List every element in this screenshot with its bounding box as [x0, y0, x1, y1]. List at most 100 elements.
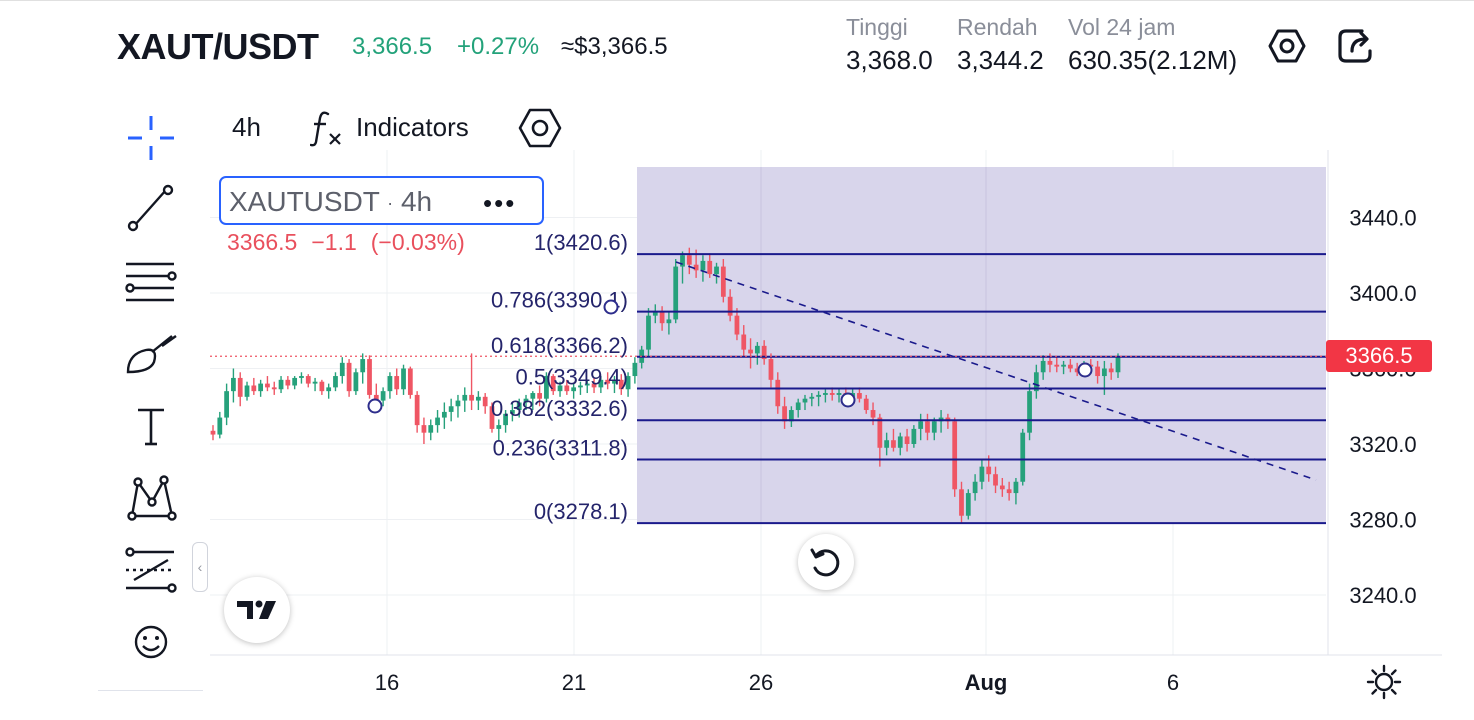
- stat-volume-label: Vol 24 jam: [1068, 14, 1176, 40]
- candle-body: [925, 421, 930, 433]
- candle-body: [809, 396, 815, 399]
- candle-body: [1067, 364, 1073, 369]
- trend-line-icon[interactable]: [124, 184, 178, 232]
- sun-settings-icon[interactable]: [1366, 664, 1402, 700]
- candle-body: [1054, 364, 1060, 367]
- fx-icon[interactable]: [310, 108, 346, 148]
- candle-body: [605, 379, 611, 384]
- legend-change: −1.1: [311, 229, 357, 255]
- candle-body: [353, 372, 359, 392]
- symbol-legend[interactable]: XAUTUSDT · 4h •••: [219, 176, 544, 225]
- candle-body: [1047, 360, 1053, 365]
- candle-body: [734, 315, 740, 335]
- candle-body: [224, 391, 229, 418]
- candle-body: [380, 391, 386, 401]
- share-icon[interactable]: [1336, 27, 1376, 65]
- candle-body: [680, 255, 685, 267]
- candle-body: [754, 345, 760, 354]
- candle-body: [959, 489, 964, 516]
- candle-body: [285, 379, 291, 386]
- candle-body: [720, 266, 726, 297]
- candle-body: [775, 379, 781, 407]
- y-tick-label: 3320.0: [1349, 432, 1416, 457]
- candle-body: [237, 377, 243, 397]
- measure-icon[interactable]: [124, 546, 178, 594]
- price-change-percent: +0.27%: [457, 33, 540, 60]
- candle-body: [387, 376, 393, 392]
- x-tick-label: 6: [1167, 670, 1179, 695]
- stat-high-label: Tinggi: [846, 14, 908, 40]
- candle-body: [748, 349, 753, 354]
- candle-body: [673, 266, 679, 320]
- candle-body: [1027, 391, 1032, 433]
- candle-body: [1095, 366, 1100, 377]
- top-border: [0, 0, 1474, 1]
- emoji-icon[interactable]: [124, 618, 178, 666]
- candle-body: [1074, 368, 1080, 373]
- candle-body: [863, 398, 869, 411]
- stat-volume-value: 630.35(2.12M): [1068, 45, 1238, 75]
- candle-body: [999, 485, 1005, 490]
- candle-body: [516, 402, 522, 411]
- legend-values: 3366.5 −1.1 (−0.03%): [227, 229, 479, 256]
- stat-low-value: 3,344.2: [957, 45, 1044, 75]
- tradingview-logo[interactable]: [224, 577, 290, 643]
- candle-body: [210, 430, 216, 435]
- pattern-icon[interactable]: [124, 474, 178, 522]
- candle-body: [1108, 368, 1114, 373]
- brush-icon[interactable]: [124, 332, 178, 380]
- y-tick-label: 3280.0: [1349, 508, 1416, 533]
- trend-line: [675, 261, 1317, 481]
- candle-body: [421, 425, 427, 433]
- candle-body: [346, 362, 352, 392]
- candle-body: [632, 362, 638, 377]
- candle-body: [339, 362, 345, 377]
- stat-volume: Vol 24 jam 630.35(2.12M): [1068, 14, 1237, 76]
- indicators-button[interactable]: Indicators: [356, 112, 469, 142]
- candle-body: [482, 396, 488, 407]
- last-price: 3,366.5: [352, 33, 433, 60]
- candle-body: [278, 379, 284, 390]
- hexagon-settings-icon[interactable]: [518, 106, 562, 150]
- candle-body: [265, 383, 270, 388]
- x-tick-label: 21: [562, 670, 586, 695]
- candle-body: [455, 400, 461, 407]
- candle-body: [1061, 364, 1066, 367]
- x-tick-label: Aug: [965, 670, 1008, 695]
- legend-symbol-name: XAUTUSDT: [229, 186, 380, 217]
- candle-body: [414, 394, 420, 426]
- candle-body: [510, 410, 515, 414]
- interval-button[interactable]: 4h: [232, 112, 261, 142]
- candle-body: [530, 393, 536, 399]
- candle-body: [401, 368, 406, 390]
- fib-lines-icon[interactable]: [124, 258, 178, 306]
- text-icon[interactable]: [124, 404, 178, 452]
- fib-level-label: 1(3420.6): [534, 230, 628, 255]
- symbol-title[interactable]: XAUT/USDT: [117, 26, 319, 67]
- candle-body: [761, 345, 767, 360]
- collapse-toolbar-button[interactable]: ‹: [192, 542, 208, 592]
- candle-body: [1033, 372, 1039, 392]
- crosshair-icon[interactable]: [124, 114, 178, 162]
- candle-body: [435, 417, 440, 426]
- legend-more-button[interactable]: •••: [483, 188, 517, 218]
- candle-body: [1115, 357, 1121, 373]
- candle-body: [918, 421, 924, 429]
- legend-close: 3366.5: [227, 229, 298, 255]
- settings-hexagon-icon[interactable]: [1268, 27, 1306, 65]
- candle-body: [802, 398, 808, 403]
- fib-level-label: 0.5(3349.4): [515, 365, 628, 390]
- stat-low: Rendah 3,344.2: [957, 14, 1044, 76]
- candle-body: [877, 417, 883, 448]
- reset-chart-icon[interactable]: [798, 534, 854, 590]
- candle-body: [537, 393, 542, 399]
- candle-body: [333, 376, 338, 388]
- candle-body: [475, 396, 481, 401]
- fib-level-label: 0.618(3366.2): [491, 333, 628, 358]
- candle-body: [244, 385, 250, 397]
- candle-body: [462, 394, 468, 401]
- candle-body: [523, 398, 529, 403]
- drawing-handle: [840, 392, 856, 408]
- candle-body: [251, 385, 257, 392]
